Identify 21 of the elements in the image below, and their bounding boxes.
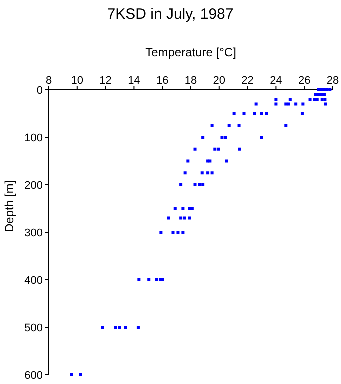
x-tick-label: 26 [298,75,311,87]
y-tick-label: 300 [24,227,43,240]
x-tick-label: 16 [156,75,169,87]
x-tick-label: 12 [100,75,112,87]
y-tick-label: 600 [24,370,43,382]
chart-title: 7KSD in July, 1987 [106,6,235,23]
y-tick-label: 500 [24,322,43,334]
x-tick-label: 18 [184,75,198,87]
y-tick-label: 100 [24,132,43,144]
y-axis-title: Depth [m] [2,180,16,232]
x-axis-title: Temperature [°C] [146,46,236,60]
y-tick-label: 400 [24,274,43,287]
x-tick-label: 24 [270,75,282,87]
x-tick-label: 8 [46,75,52,87]
x-tick-label: 28 [326,75,340,87]
y-tick-label: 0 [36,84,43,97]
x-tick-label: 14 [128,75,140,87]
x-tick-label: 10 [71,75,84,87]
y-tick-label: 200 [24,180,43,192]
x-tick-label: 22 [242,75,254,87]
x-tick-label: 20 [213,75,226,87]
